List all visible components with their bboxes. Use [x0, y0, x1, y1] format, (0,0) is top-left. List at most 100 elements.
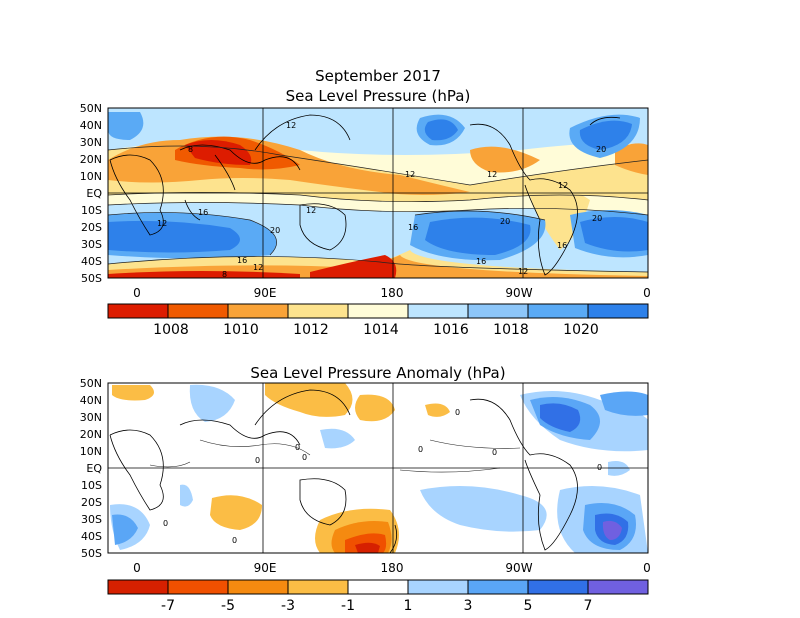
lon-label: 90W — [505, 286, 532, 300]
colorbar-label: 1010 — [223, 322, 259, 338]
contour-label: 0 — [418, 445, 423, 454]
colorbar-swatch — [288, 304, 348, 318]
contour-label: 0 — [492, 448, 497, 457]
lat-label: 20N — [80, 428, 102, 441]
contour-label: 12 — [253, 263, 263, 272]
contour-label: 12 — [405, 170, 415, 179]
colorbar-swatch — [108, 580, 168, 594]
contour-label: 12 — [286, 121, 296, 130]
contour-label: 0 — [255, 456, 260, 465]
top-contour-labels: 12 8 12 12 12 20 12 16 12 20 16 20 16 16… — [157, 121, 606, 279]
lat-label: 40S — [81, 530, 102, 543]
contour-label: 12 — [306, 206, 316, 215]
colorbar-swatch — [408, 580, 468, 594]
lat-label: 40N — [80, 394, 102, 407]
bottom-lat-labels: 50N 40N 30N 20N 10N EQ 10S 20S 30S 40S 5… — [80, 377, 103, 560]
contour-label: 20 — [500, 217, 510, 226]
colorbar-label: -3 — [281, 598, 295, 614]
bottom-map-frame — [107, 382, 649, 554]
colorbar-label: 7 — [584, 598, 593, 614]
bottom-colorbar-labels: -7 -5 -3 -1 1 3 5 7 — [161, 598, 592, 614]
colorbar-label: 5 — [524, 598, 533, 614]
lat-label: 30S — [81, 238, 102, 251]
lat-label: 50N — [80, 377, 102, 390]
lon-label: 0 — [133, 286, 141, 300]
contour-label: 16 — [198, 208, 208, 217]
colorbar-swatch — [528, 304, 588, 318]
bottom-title: Sea Level Pressure Anomaly (hPa) — [250, 364, 505, 382]
contour-label: 0 — [597, 463, 602, 472]
top-map-frame — [107, 107, 649, 279]
contour-label: 0 — [163, 519, 168, 528]
colorbar-label: 1020 — [563, 322, 599, 338]
lat-label: 20N — [80, 153, 102, 166]
lat-label: EQ — [86, 187, 102, 200]
colorbar-label: 3 — [464, 598, 473, 614]
lon-label: 0 — [643, 561, 651, 575]
contour-label: 16 — [237, 256, 247, 265]
contour-label: 20 — [596, 145, 606, 154]
top-title-line1: September 2017 — [315, 67, 441, 85]
colorbar-swatch — [348, 580, 408, 594]
lon-label: 180 — [381, 286, 404, 300]
top-lat-labels: 50N 40N 30N 20N 10N EQ 10S 20S 30S 40S 5… — [80, 102, 103, 285]
colorbar-swatch — [468, 580, 528, 594]
lat-label: 30S — [81, 513, 102, 526]
contour-label: 12 — [487, 170, 497, 179]
contour-label: 20 — [592, 214, 602, 223]
lat-label: 10N — [80, 170, 102, 183]
contour-label: 8 — [188, 145, 193, 154]
colorbar-label: 1018 — [493, 322, 529, 338]
lat-label: 10N — [80, 445, 102, 458]
colorbar-swatch — [468, 304, 528, 318]
contour-label: 16 — [557, 241, 567, 250]
lat-label: 10S — [81, 479, 102, 492]
contour-label: 12 — [558, 181, 568, 190]
contour-label: 0 — [302, 453, 307, 462]
bottom-lon-labels: 0 90E 180 90W 0 — [133, 561, 651, 575]
lat-label: 40N — [80, 119, 102, 132]
colorbar-label: 1008 — [153, 322, 189, 338]
contour-label: 0 — [455, 408, 460, 417]
colorbar-swatch — [228, 580, 288, 594]
lat-label: 20S — [81, 221, 102, 234]
colorbar-swatch — [588, 580, 648, 594]
lat-label: EQ — [86, 462, 102, 475]
lat-label: 30N — [80, 136, 102, 149]
lon-label: 0 — [133, 561, 141, 575]
colorbar-swatch — [348, 304, 408, 318]
colorbar-swatch — [108, 304, 168, 318]
contour-label: 16 — [408, 223, 418, 232]
contour-label: 12 — [518, 267, 528, 276]
top-colorbar-labels: 1008 1010 1012 1014 1016 1018 1020 — [153, 322, 599, 338]
colorbar-label: 1016 — [433, 322, 469, 338]
contour-label: 0 — [295, 443, 300, 452]
lon-label: 0 — [643, 286, 651, 300]
bottom-contour-labels: 0 0 0 0 0 0 0 0 0 — [163, 408, 602, 545]
lat-label: 50N — [80, 102, 102, 115]
top-colorbar — [107, 303, 649, 319]
colorbar-swatch — [528, 580, 588, 594]
top-lon-labels: 0 90E 180 90W 0 — [133, 286, 651, 300]
top-title-line2: Sea Level Pressure (hPa) — [286, 87, 471, 105]
lon-label: 180 — [381, 561, 404, 575]
contour-label: 12 — [157, 219, 167, 228]
bottom-colorbar — [107, 579, 649, 595]
colorbar-label: 1012 — [293, 322, 329, 338]
contour-label: 8 — [222, 270, 227, 279]
lon-label: 90W — [505, 561, 532, 575]
colorbar-swatch — [168, 304, 228, 318]
colorbar-swatch — [408, 304, 468, 318]
colorbar-swatch — [588, 304, 648, 318]
lat-label: 20S — [81, 496, 102, 509]
lat-label: 40S — [81, 255, 102, 268]
colorbar-label: -5 — [221, 598, 235, 614]
colorbar-label: -1 — [341, 598, 355, 614]
lat-label: 10S — [81, 204, 102, 217]
colorbar-swatch — [288, 580, 348, 594]
contour-label: 16 — [476, 257, 486, 266]
lat-label: 50S — [81, 547, 102, 560]
colorbar-label: 1 — [404, 598, 413, 614]
contour-label: 0 — [232, 536, 237, 545]
